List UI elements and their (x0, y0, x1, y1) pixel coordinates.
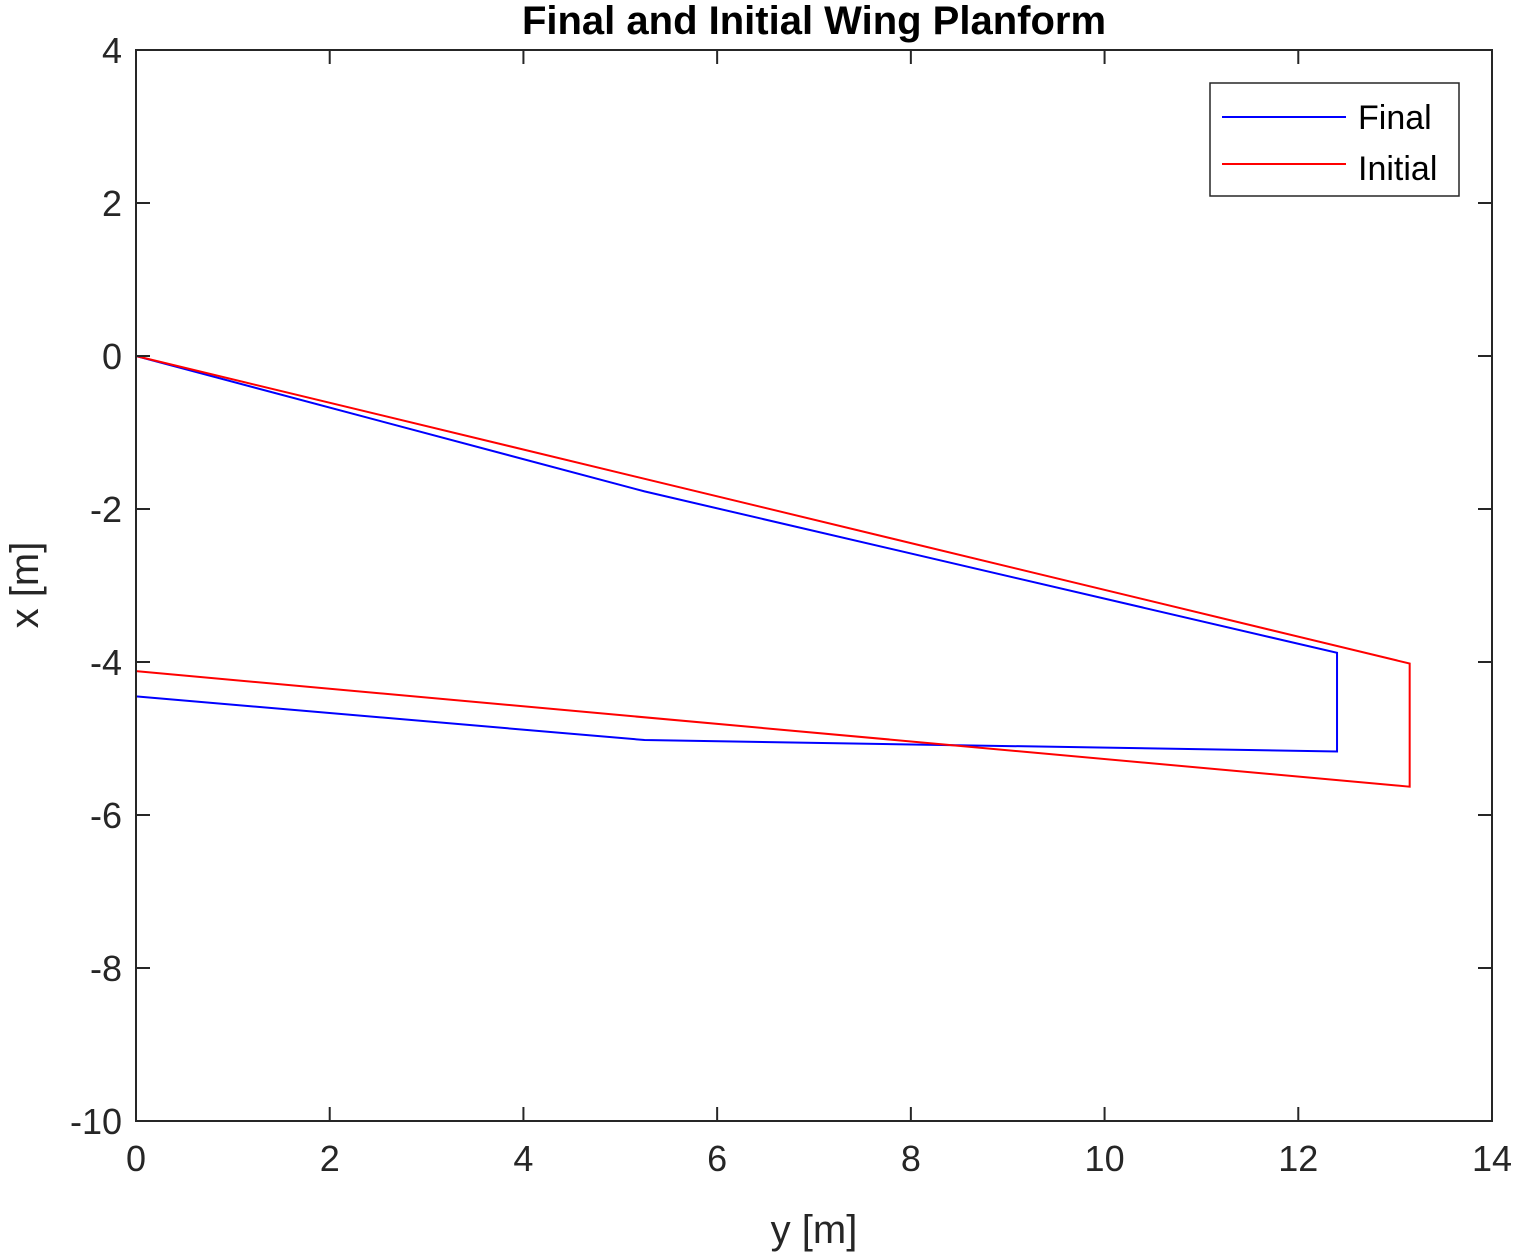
x-axis-label: y [m] (771, 1208, 858, 1252)
legend: Final Initial (1209, 82, 1460, 197)
y-tick-label: -2 (90, 489, 122, 530)
y-tick-label: 0 (102, 336, 122, 377)
series-layer (135, 355, 1411, 788)
chart-title: Final and Initial Wing Planform (522, 0, 1106, 43)
x-tick-label: 12 (1278, 1138, 1318, 1179)
x-tick-label: 14 (1472, 1138, 1512, 1179)
legend-label-final: Final (1358, 99, 1432, 137)
x-tick-label: 2 (320, 1138, 340, 1179)
legend-label-initial: Initial (1358, 150, 1437, 188)
y-tick-label: 4 (102, 30, 122, 71)
x-tick-label: 10 (1085, 1138, 1125, 1179)
x-tick-label: 6 (707, 1138, 727, 1179)
plot-frame (135, 49, 1493, 1122)
tick-layer: 0 2 4 6 8 10 12 14 -10 -8 -6 -4 -2 0 2 4 (70, 30, 1512, 1179)
y-tick-label: -8 (90, 948, 122, 989)
x-tick-label: 8 (901, 1138, 921, 1179)
x-tick-label: 0 (126, 1138, 146, 1179)
series-line-final (135, 355, 1339, 753)
y-tick-label: -4 (90, 642, 122, 683)
series-line-initial (135, 355, 1411, 788)
y-axis-label: x [m] (3, 542, 47, 629)
plot-area (136, 50, 1492, 1121)
y-tick-label: -10 (70, 1101, 122, 1142)
legend-box (1209, 82, 1460, 197)
y-tick-label: -6 (90, 795, 122, 836)
x-tick-label: 4 (513, 1138, 533, 1179)
y-tick-label: 2 (102, 183, 122, 224)
